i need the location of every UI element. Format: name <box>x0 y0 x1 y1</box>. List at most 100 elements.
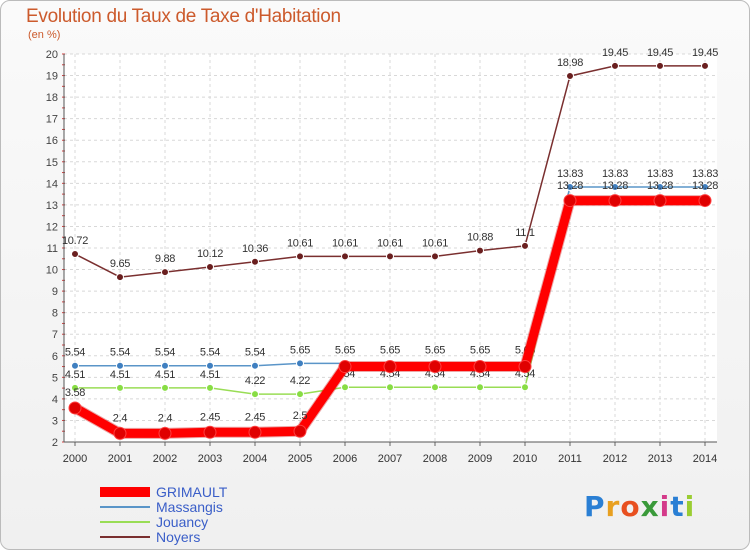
data-label-grimault: 2.45 <box>245 411 265 423</box>
data-label-massangis: 5.65 <box>470 344 490 356</box>
data-label-noyers: 10.61 <box>287 237 313 249</box>
logo-letter: r <box>605 490 621 523</box>
data-label-massangis: 5.54 <box>155 347 175 359</box>
chart-title: Evolution du Taux de Taxe d'Habitation <box>26 6 341 27</box>
data-point-grimault <box>518 360 532 374</box>
data-label-grimault: 3.58 <box>65 387 85 399</box>
data-point-massangis <box>611 182 619 191</box>
data-point-grimault <box>158 426 172 440</box>
data-label-noyers: 18.98 <box>557 57 583 69</box>
x-tick-label: 2008 <box>423 453 447 465</box>
data-label-massangis: 13.83 <box>557 168 583 180</box>
logo-letter: i <box>659 490 671 523</box>
data-label-massangis: 5.54 <box>200 347 220 359</box>
data-label-noyers: 9.88 <box>155 253 175 265</box>
data-point-grimault <box>113 426 127 440</box>
x-tick-label: 2010 <box>513 453 537 465</box>
data-point-massangis <box>161 361 169 370</box>
data-label-massangis: 13.83 <box>602 168 628 180</box>
data-label-massangis: 5.54 <box>245 347 265 359</box>
x-tick-label: 2014 <box>693 453 717 465</box>
data-label-grimault: 2.5 <box>293 410 308 422</box>
y-tick-label: 17 <box>46 114 58 126</box>
x-tick-label: 2005 <box>288 453 312 465</box>
data-point-jouancy <box>476 383 484 392</box>
x-tick-label: 2004 <box>243 453 267 465</box>
x-tick-label: 2011 <box>558 453 582 465</box>
legend-label-massangis: Massangis <box>156 499 223 515</box>
data-point-noyers <box>206 262 214 271</box>
data-point-grimault <box>203 425 217 439</box>
data-point-massangis <box>701 182 709 191</box>
data-point-grimault <box>248 425 262 439</box>
data-point-jouancy <box>251 390 259 399</box>
data-point-noyers <box>611 61 619 70</box>
legend-label-grimault: GRIMAULT <box>156 484 228 500</box>
y-tick-label: 3 <box>52 415 58 427</box>
data-label-jouancy: 4.54 <box>425 368 445 380</box>
logo-letter: t <box>670 490 685 523</box>
x-tick-label: 2013 <box>648 453 672 465</box>
data-point-grimault <box>698 194 712 208</box>
y-tick-label: 14 <box>46 178 58 190</box>
data-point-noyers <box>116 273 124 282</box>
data-point-grimault <box>338 360 352 374</box>
data-label-massangis: 5.65 <box>290 344 310 356</box>
x-tick-label: 2003 <box>198 453 222 465</box>
data-point-noyers <box>476 246 484 255</box>
data-label-grimault: 2.45 <box>200 411 220 423</box>
data-point-massangis <box>206 361 214 370</box>
data-label-massangis: 5.65 <box>425 344 445 356</box>
data-point-jouancy <box>71 383 79 392</box>
data-label-massangis: 5.54 <box>110 347 130 359</box>
data-label-jouancy: 4.51 <box>110 369 130 381</box>
data-label-massangis: 5.65 <box>335 344 355 356</box>
legend-swatch-massangis <box>100 506 150 508</box>
data-point-jouancy <box>386 383 394 392</box>
legend-label-jouancy: Jouancy <box>156 514 209 530</box>
legend-item-grimault: GRIMAULT <box>100 484 300 500</box>
y-tick-label: 13 <box>46 200 58 212</box>
logo-letter: o <box>620 490 641 523</box>
y-tick-label: 7 <box>52 329 58 341</box>
data-label-noyers: 10.12 <box>197 248 223 260</box>
data-point-grimault <box>653 194 667 208</box>
data-label-massangis: 5.54 <box>65 347 85 359</box>
data-label-jouancy: 13.28 <box>647 180 673 192</box>
logo-letter: i <box>684 490 696 523</box>
data-point-jouancy <box>431 383 439 392</box>
x-tick-label: 2002 <box>153 453 177 465</box>
data-point-jouancy <box>341 383 349 392</box>
x-tick-label: 2012 <box>603 453 627 465</box>
y-tick-label: 20 <box>46 49 58 61</box>
data-label-jouancy: 13.28 <box>692 180 718 192</box>
data-point-jouancy <box>161 383 169 392</box>
data-point-massangis <box>116 361 124 370</box>
data-point-noyers <box>566 71 574 80</box>
data-point-noyers <box>341 252 349 261</box>
data-label-noyers: 11.1 <box>515 227 535 239</box>
data-label-noyers: 10.88 <box>467 232 493 244</box>
data-point-grimault <box>428 360 442 374</box>
data-label-noyers: 19.45 <box>647 47 673 59</box>
legend-swatch-grimault <box>100 487 150 497</box>
y-tick-label: 15 <box>46 157 58 169</box>
data-point-massangis <box>656 182 664 191</box>
x-tick-label: 2009 <box>468 453 492 465</box>
data-point-noyers <box>431 252 439 261</box>
y-tick-label: 6 <box>52 351 58 363</box>
data-point-massangis <box>296 359 304 368</box>
y-tick-label: 16 <box>46 135 58 147</box>
data-label-noyers: 10.36 <box>242 243 268 255</box>
y-tick-label: 5 <box>52 372 58 384</box>
proxiti-logo: Proxiti <box>584 490 695 523</box>
data-point-noyers <box>656 61 664 70</box>
data-label-massangis: 13.83 <box>692 168 718 180</box>
data-label-jouancy: 4.22 <box>290 375 310 387</box>
legend-item-jouancy: Jouancy <box>100 514 300 530</box>
data-point-jouancy <box>206 383 214 392</box>
legend-label-noyers: Noyers <box>156 529 201 545</box>
data-label-massangis: 5.65 <box>380 344 400 356</box>
data-point-noyers <box>386 252 394 261</box>
